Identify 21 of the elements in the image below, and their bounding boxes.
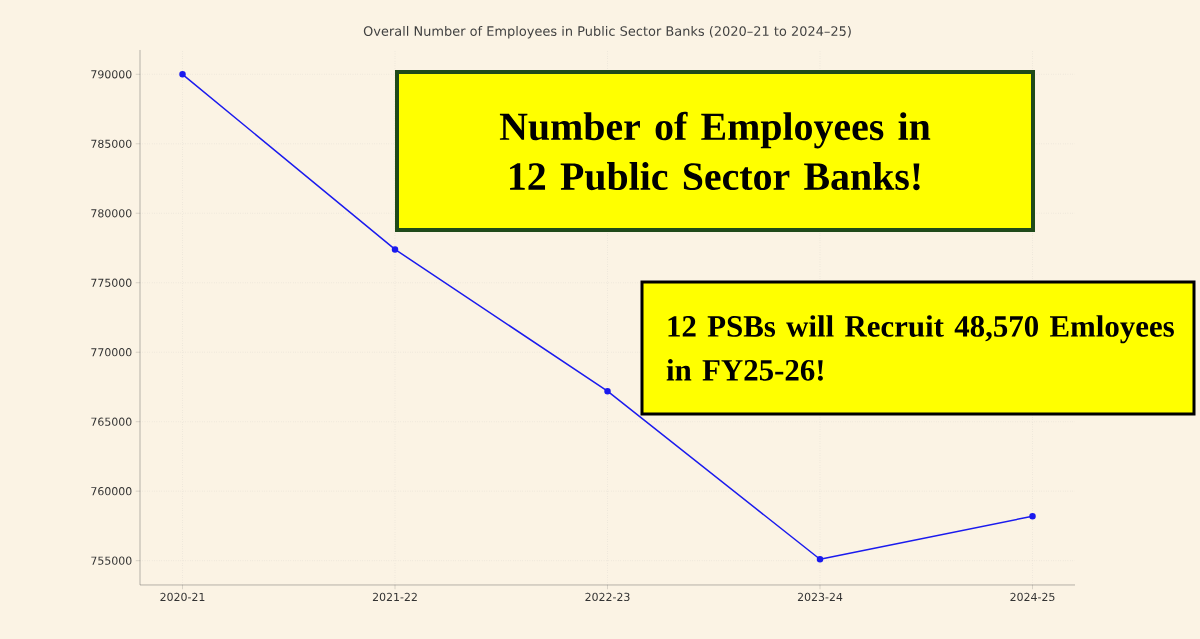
point [816, 556, 824, 563]
y-tick-label: 775000 [91, 278, 132, 287]
x-tick-label: 2021-22 [372, 592, 417, 602]
y-tick-label: 770000 [91, 348, 132, 357]
point [179, 71, 186, 78]
x-tick-label: 2022-23 [585, 592, 630, 602]
x-tick-label: 2020-21 [160, 592, 205, 602]
x-tick-label: 2023-24 [797, 592, 843, 602]
chart-title: Overall Number of Employees in Public Sector Banks (2020–21 to 2024–25) [363, 25, 851, 39]
y-tick-label: 785000 [91, 139, 132, 148]
point [604, 387, 611, 395]
x-tick-label: 2024-25 [1010, 592, 1055, 602]
annotation: Number of Employees in 12 Public Sector Banks! [499, 111, 931, 191]
y-tick-label: 755000 [91, 556, 132, 565]
point [391, 246, 399, 253]
point [1029, 512, 1036, 520]
y-tick-label: 780000 [91, 209, 132, 218]
y-tick-label: 765000 [91, 417, 132, 426]
y-tick-label: 790000 [91, 70, 132, 79]
y-tick-label: 760000 [91, 487, 132, 496]
annotation: 12 PSBs will Recruit 48,570 Emloyees in FY25-26! [666, 315, 1174, 381]
